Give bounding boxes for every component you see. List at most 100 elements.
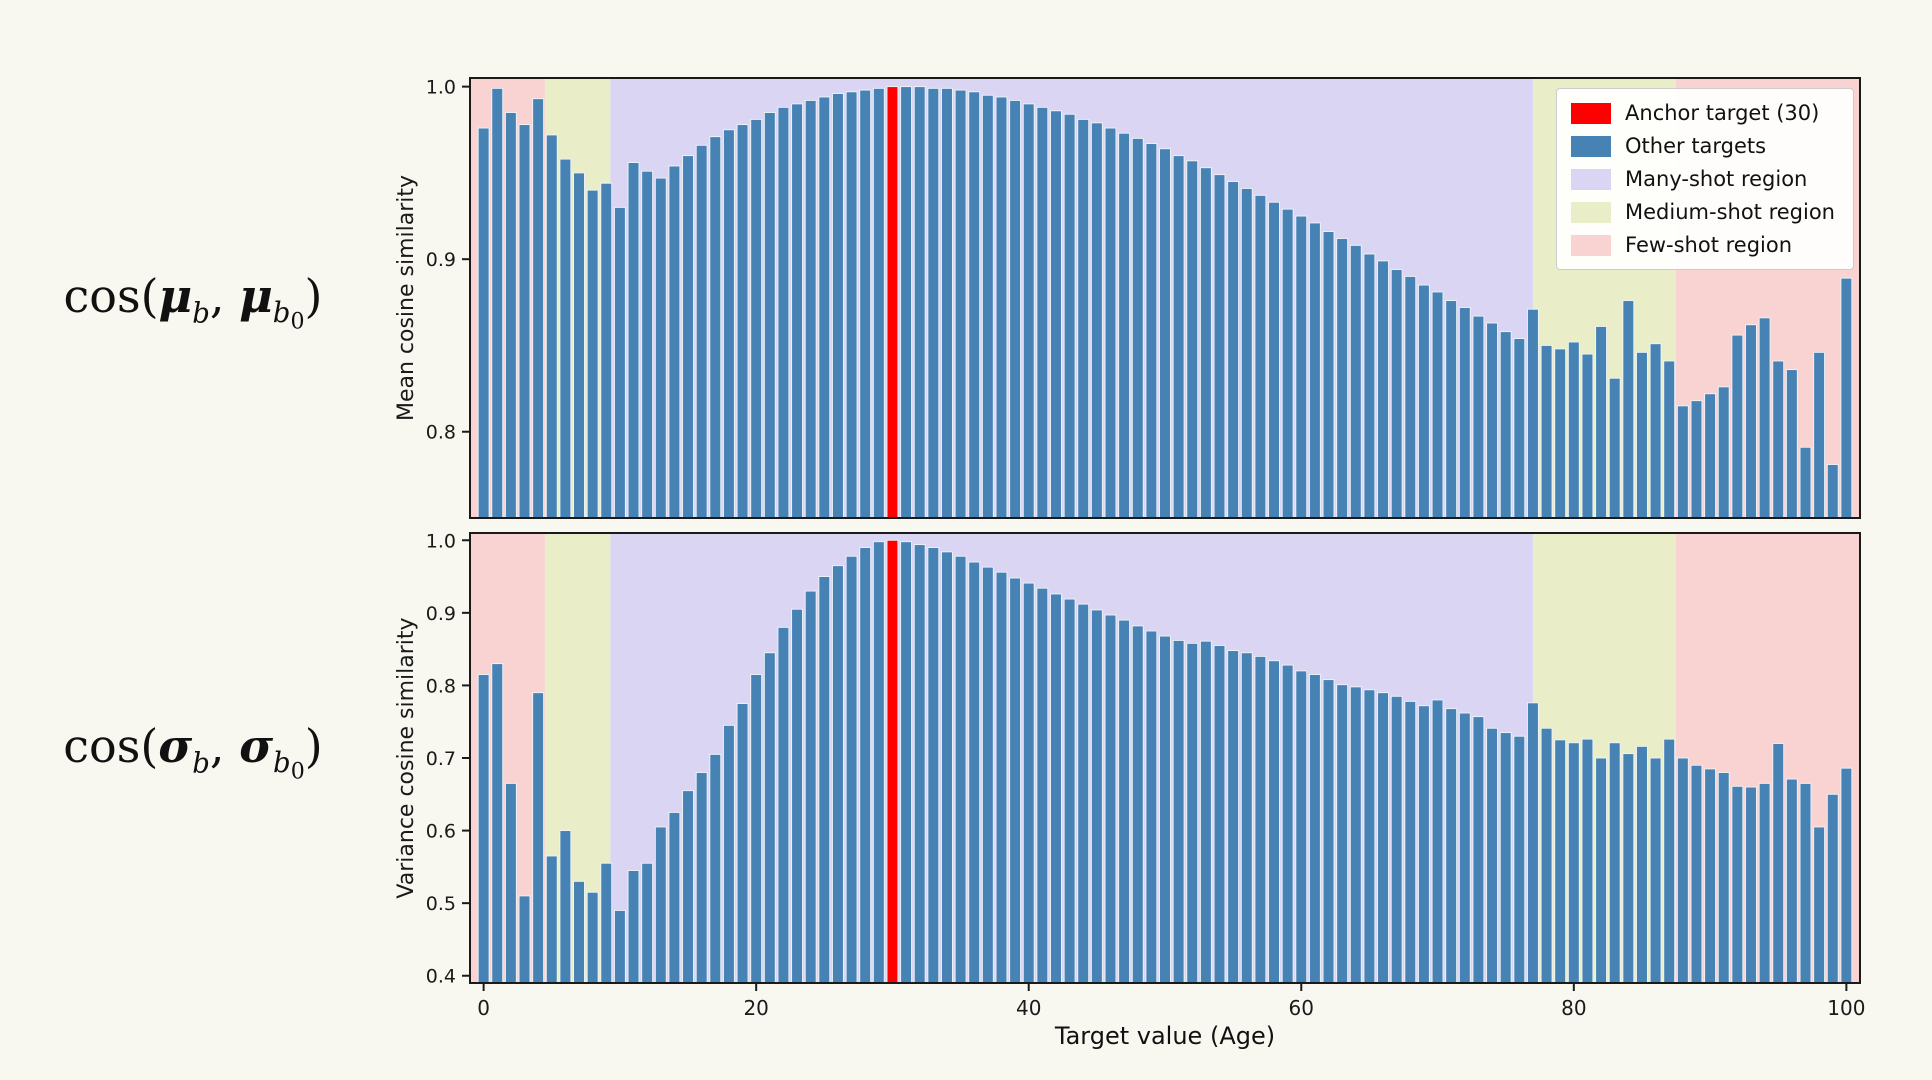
bar — [1104, 127, 1117, 519]
bar — [1145, 630, 1158, 984]
y-tick-label: 0.5 — [426, 893, 456, 915]
bar — [995, 96, 1008, 519]
bar — [1404, 700, 1417, 984]
bar — [845, 555, 858, 984]
bar — [1608, 377, 1621, 519]
bar — [573, 172, 585, 519]
bar — [1717, 772, 1730, 984]
bar — [818, 576, 831, 984]
bar — [981, 94, 994, 519]
legend-item-anchor: Anchor target (30) — [1571, 101, 1835, 125]
bar — [682, 155, 694, 519]
anchor-bar — [886, 539, 899, 984]
x-tick-label: 60 — [1289, 996, 1314, 1020]
bar — [1513, 338, 1526, 519]
x-tick-label: 80 — [1561, 996, 1586, 1020]
x-tick-label: 0 — [477, 996, 490, 1020]
legend: Anchor target (30) Other targets Many-sh… — [1556, 88, 1854, 270]
legend-label: Few-shot region — [1625, 233, 1793, 257]
bar — [832, 93, 844, 519]
axes-spines — [469, 77, 1861, 519]
bar — [1213, 174, 1226, 519]
bar — [627, 162, 640, 519]
bar — [1050, 593, 1062, 984]
bar — [941, 87, 953, 519]
bar — [1581, 738, 1594, 984]
bar — [491, 87, 504, 519]
bar — [818, 96, 831, 519]
bar — [1227, 181, 1240, 519]
bar — [1199, 640, 1212, 984]
bar — [668, 165, 681, 519]
bar — [1227, 650, 1240, 984]
y-tick-label: 1.0 — [426, 77, 456, 99]
bar — [1799, 782, 1812, 984]
bar — [1431, 699, 1444, 984]
math-sigma-symbol: σ — [158, 719, 193, 774]
bar — [723, 724, 735, 984]
bar — [586, 891, 599, 984]
bar — [1690, 400, 1703, 519]
bar — [1472, 315, 1485, 519]
bar — [723, 129, 735, 519]
bar — [532, 692, 545, 984]
bar — [1199, 167, 1212, 519]
math-cos: cos( — [63, 269, 159, 324]
bar — [1731, 785, 1744, 984]
bar — [1404, 275, 1417, 519]
legend-swatch-many-shot — [1571, 168, 1612, 190]
legend-item-medium-shot: Medium-shot region — [1571, 200, 1835, 224]
y-tick-label: 0.4 — [426, 966, 456, 988]
bar — [927, 547, 940, 984]
bar — [777, 626, 790, 984]
math-mu-symbol: μ — [239, 269, 273, 324]
bar — [1527, 308, 1539, 519]
bar — [1022, 582, 1035, 984]
y-tick-label: 0.6 — [426, 821, 456, 843]
math-comma: , — [209, 269, 240, 324]
bar — [968, 91, 981, 519]
bar — [695, 144, 708, 519]
bar — [1758, 782, 1771, 984]
bar — [1840, 277, 1853, 519]
bar — [1336, 238, 1349, 519]
math-close-paren: ) — [304, 719, 323, 774]
bar — [1159, 635, 1171, 984]
bar — [1281, 208, 1294, 519]
bar — [1649, 757, 1662, 984]
math-mu-symbol: μ — [158, 269, 193, 324]
bar — [941, 551, 953, 984]
legend-label: Other targets — [1625, 134, 1767, 158]
bar — [1322, 231, 1335, 519]
bar — [1077, 118, 1090, 519]
math-subscript-b: b — [192, 746, 210, 780]
bar — [1663, 360, 1676, 519]
bar — [1622, 300, 1635, 519]
bar — [1581, 353, 1594, 519]
row-label-mean: cos(μb, μb0) — [38, 269, 348, 335]
bar — [1636, 351, 1648, 519]
y-tick-label: 0.7 — [426, 748, 456, 770]
row-label-variance: cos(σb, σb0) — [38, 719, 348, 785]
bar — [872, 87, 885, 519]
legend-swatch-medium-shot — [1571, 201, 1612, 223]
legend-swatch-bar — [1571, 135, 1612, 157]
bar — [845, 91, 858, 519]
bar — [1295, 670, 1308, 984]
bar — [1322, 679, 1335, 984]
y-tick-label: 0.9 — [426, 249, 456, 271]
bar — [1636, 745, 1648, 984]
bar — [1499, 732, 1512, 984]
bar — [1349, 244, 1362, 519]
bar — [1540, 345, 1553, 519]
bar — [1377, 260, 1389, 519]
bar — [1554, 348, 1567, 519]
bar — [518, 895, 531, 984]
y-axis-label: Variance cosine similarity — [394, 617, 419, 898]
bar — [1567, 341, 1580, 519]
bar — [641, 862, 654, 984]
bar — [791, 608, 803, 984]
legend-label: Many-shot region — [1625, 167, 1808, 191]
bar — [1567, 742, 1580, 984]
